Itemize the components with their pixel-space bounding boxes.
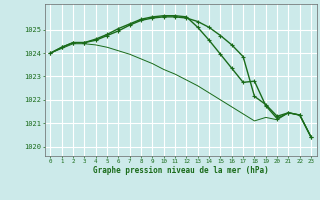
X-axis label: Graphe pression niveau de la mer (hPa): Graphe pression niveau de la mer (hPa) xyxy=(93,166,269,175)
